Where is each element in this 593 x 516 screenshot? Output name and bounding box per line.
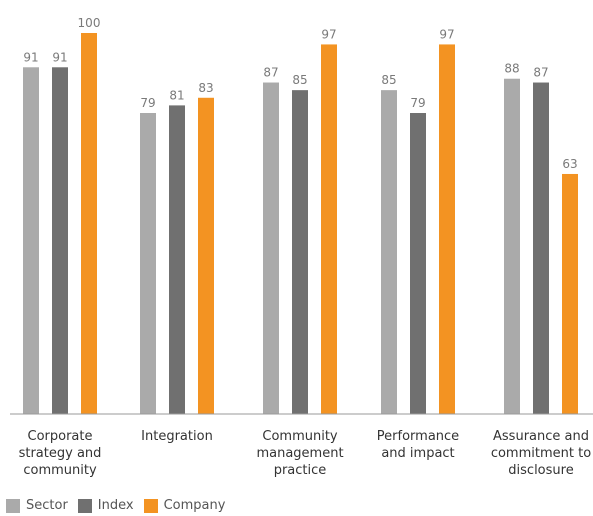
legend-swatch-company (143, 498, 158, 513)
bar-sector-3 (381, 90, 397, 415)
legend-swatch-sector (6, 498, 20, 513)
value-label-index-1: 81 (169, 88, 184, 102)
category-label-4-line-1: commitment to (491, 446, 591, 461)
category-label-2-line-1: management (256, 446, 343, 461)
bar-company-4 (562, 173, 578, 414)
value-label-sector-0: 91 (23, 50, 38, 64)
category-label-0-line-2: community (23, 463, 97, 478)
legend-item-company: Company (143, 498, 226, 513)
bar-company-3 (439, 44, 455, 415)
value-label-sector-4: 88 (504, 62, 519, 76)
value-label-index-2: 85 (292, 73, 307, 87)
value-label-sector-3: 85 (381, 73, 396, 87)
value-label-sector-1: 79 (140, 96, 155, 110)
value-label-sector-2: 87 (263, 66, 278, 80)
bar-sector-4 (504, 78, 520, 414)
category-label-2-line-0: Community (262, 429, 338, 444)
bars-group (23, 33, 578, 415)
value-label-index-0: 91 (52, 50, 67, 64)
category-labels-group: Corporate strategy and community Integratio… (19, 429, 592, 478)
bar-chart: 91 91 100 79 81 83 87 85 97 85 79 97 88 87 63 Corporat… (10, 16, 593, 478)
category-label-3-line-0: Performance (377, 429, 459, 444)
bar-index-0 (52, 67, 68, 414)
bar-company-1 (198, 97, 214, 415)
value-label-company-3: 97 (439, 27, 454, 41)
value-label-company-2: 97 (321, 27, 336, 41)
bar-company-0 (81, 33, 97, 414)
bar-company-2 (321, 44, 337, 415)
value-label-company-0: 100 (78, 16, 101, 30)
value-label-company-1: 83 (198, 81, 213, 95)
legend-label-sector: Sector (26, 498, 68, 513)
legend: Sector Index Company (6, 498, 235, 513)
legend-item-index: Index (77, 498, 134, 513)
bar-sector-0 (23, 67, 39, 414)
category-label-0-line-1: strategy and (19, 446, 102, 461)
value-labels-group: 91 91 100 79 81 83 87 85 97 85 79 97 88 87 63 (23, 16, 577, 171)
value-label-company-4: 63 (562, 157, 577, 171)
legend-swatch-index (77, 498, 92, 513)
category-label-0-line-0: Corporate (28, 429, 93, 444)
bar-index-3 (410, 113, 426, 414)
category-label-3-line-1: and impact (381, 446, 454, 461)
bar-sector-1 (140, 113, 156, 414)
category-label-4-line-2: disclosure (508, 463, 573, 478)
bar-index-4 (533, 82, 549, 414)
legend-label-index: Index (97, 498, 134, 513)
legend-label-company: Company (163, 498, 226, 513)
bar-index-1 (169, 105, 185, 414)
bar-index-2 (292, 90, 308, 415)
category-label-2-line-2: practice (274, 463, 327, 478)
category-label-4-line-0: Assurance and (493, 429, 589, 444)
bar-sector-2 (263, 82, 279, 414)
value-label-index-4: 87 (533, 66, 548, 80)
legend-item-sector: Sector (6, 498, 68, 513)
category-label-1-line-0: Integration (141, 429, 213, 444)
value-label-index-3: 79 (410, 96, 425, 110)
